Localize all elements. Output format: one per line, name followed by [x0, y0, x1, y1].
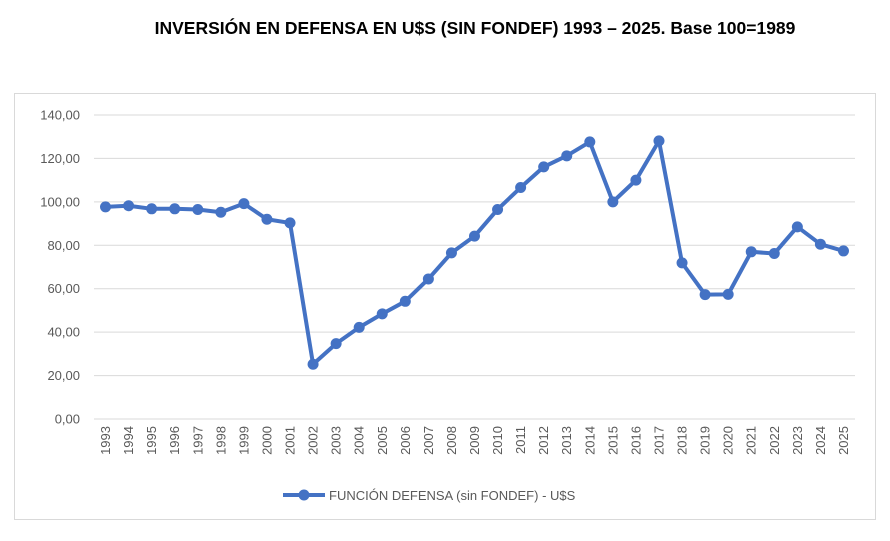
data-point: [238, 198, 250, 210]
data-point: [169, 203, 181, 215]
x-tick-label: 2002: [306, 426, 321, 455]
data-point: [538, 161, 550, 173]
data-point: [837, 245, 849, 257]
x-tick-label: 2004: [352, 426, 367, 455]
x-tick-label: 2014: [582, 426, 597, 455]
x-tick-label: 1997: [190, 426, 205, 455]
x-tick-label: 2000: [259, 426, 274, 455]
x-tick-label: 1995: [144, 426, 159, 455]
data-point: [422, 273, 434, 285]
x-tick-label: 2005: [375, 426, 390, 455]
data-point: [330, 338, 342, 350]
y-tick-label: 140,00: [40, 108, 80, 123]
data-point: [676, 257, 688, 269]
data-point: [515, 182, 527, 194]
data-point: [630, 174, 642, 186]
y-tick-label: 120,00: [40, 151, 80, 166]
legend-marker-icon: [298, 489, 310, 501]
x-tick-label: 2016: [628, 426, 643, 455]
x-tick-label: 2007: [421, 426, 436, 455]
data-point: [814, 238, 826, 250]
data-point: [261, 213, 273, 225]
data-point: [399, 295, 411, 307]
x-tick-label: 2001: [283, 426, 298, 455]
x-tick-label: 2008: [444, 426, 459, 455]
x-tick-label: 2020: [721, 426, 736, 455]
legend-label: FUNCIÓN DEFENSA (sin FONDEF) - U$S: [329, 488, 576, 503]
x-tick-label: 2010: [490, 426, 505, 455]
x-tick-label: 2018: [675, 426, 690, 455]
data-point: [100, 201, 112, 213]
x-tick-label: 2019: [698, 426, 713, 455]
y-tick-label: 0,00: [55, 412, 80, 427]
y-tick-label: 60,00: [47, 281, 80, 296]
data-point: [445, 247, 457, 259]
chart-title: INVERSIÓN EN DEFENSA EN U$S (SIN FONDEF)…: [154, 18, 796, 38]
data-point: [146, 203, 158, 215]
data-point: [353, 321, 365, 333]
data-point: [653, 135, 665, 147]
chart-frame: [14, 93, 876, 520]
data-point: [307, 358, 319, 370]
data-point: [584, 136, 596, 148]
data-point: [699, 289, 711, 301]
x-tick-label: 2012: [536, 426, 551, 455]
y-tick-label: 100,00: [40, 194, 80, 209]
data-point: [607, 196, 619, 208]
x-tick-label: 2013: [559, 426, 574, 455]
data-point: [123, 200, 135, 212]
x-tick-label: 2009: [467, 426, 482, 455]
data-point: [745, 246, 757, 258]
x-tick-label: 1996: [167, 426, 182, 455]
data-point: [284, 217, 296, 229]
x-tick-label: 2022: [767, 426, 782, 455]
data-point: [192, 203, 204, 215]
data-point: [376, 308, 388, 320]
y-tick-label: 40,00: [47, 325, 80, 340]
data-point: [469, 230, 480, 242]
x-tick-label: 2021: [744, 426, 759, 455]
y-tick-label: 20,00: [47, 368, 80, 383]
x-tick-label: 2006: [398, 426, 413, 455]
x-tick-label: 1999: [236, 426, 251, 455]
y-tick-label: 80,00: [47, 238, 80, 253]
x-tick-label: 2015: [605, 426, 620, 455]
x-tick-label: 2017: [651, 426, 666, 455]
series-line: [105, 138, 845, 367]
x-tick-label: 2003: [329, 426, 344, 455]
x-tick-label: 1998: [213, 426, 228, 455]
data-point: [791, 221, 803, 233]
data-point: [768, 248, 780, 260]
x-tick-label: 2023: [790, 426, 805, 455]
x-tick-label: 2025: [836, 426, 851, 455]
data-point: [492, 203, 504, 215]
legend: FUNCIÓN DEFENSA (sin FONDEF) - U$S: [283, 488, 576, 503]
x-tick-label: 2011: [513, 426, 528, 454]
x-tick-label: 1994: [121, 426, 136, 455]
x-tick-label: 1993: [98, 426, 113, 455]
data-point: [561, 150, 573, 162]
data-point: [722, 288, 734, 300]
x-tick-label: 2024: [813, 426, 828, 455]
data-point: [215, 206, 227, 218]
